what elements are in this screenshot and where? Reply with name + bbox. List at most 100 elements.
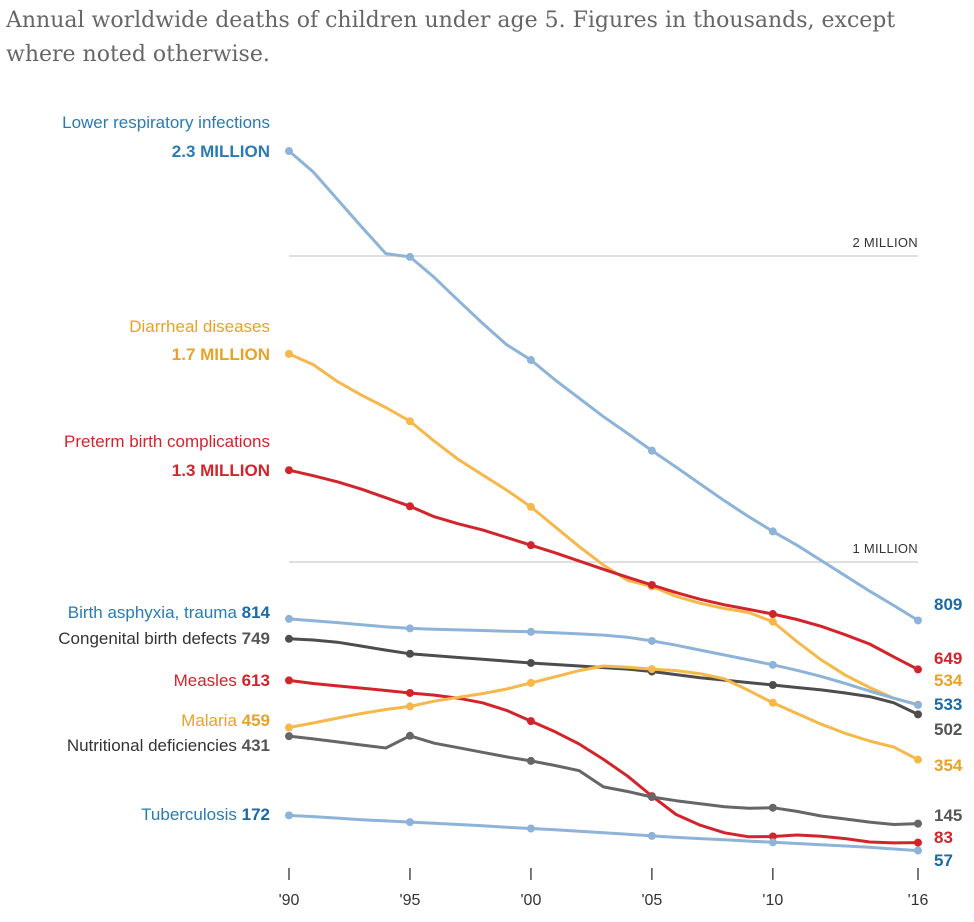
series-start-value-2: 1.3 MILLION [172,461,270,480]
series-5-point-1 [405,688,414,697]
x-tick-label-2: '00 [520,892,541,909]
series-3-point-2 [526,627,535,636]
series-start-label-4: Congenital birth defects 749 [58,629,270,648]
series-lines [285,147,922,855]
series-name-0: Lower respiratory infections [62,113,270,132]
series-line-5 [287,678,920,845]
series-4-point-4 [768,681,777,690]
series-labels: Lower respiratory infections 2.3 MILLION D… [58,113,963,870]
series-6-point-1 [405,702,414,711]
chart-title: Annual worldwide deaths of children unde… [6,8,896,67]
series-8-point-1 [405,818,414,827]
series-start-value-5: 613 [242,671,270,690]
series-1-point-0 [285,349,293,358]
series-line-0 [287,149,920,622]
series-6-point-0 [285,723,293,732]
series-7-point-0 [285,732,293,741]
series-8-point-0 [285,811,293,820]
series-3-point-5 [914,700,922,709]
series-name-3: Birth asphyxia, trauma [68,603,242,622]
x-tick-label-1: '95 [400,892,421,909]
series-5-point-0 [285,676,293,685]
series-name-4: Congenital birth defects [58,629,241,648]
x-tick-label-5: '16 [908,892,929,909]
series-end-label-0: 809 [934,595,962,614]
series-name-7: Nutritional deficiencies [67,736,242,755]
series-name-2: Preterm birth complications [64,432,270,451]
series-7-point-2 [526,756,535,765]
series-line-1 [287,352,920,707]
series-start-value-6: 459 [242,711,270,730]
series-6-point-2 [526,678,535,687]
series-start-value-4: 749 [242,629,270,648]
x-axis: '90 '95 '00 '05 '10 '16 [279,868,929,909]
series-start-value-0: 2.3 MILLION [172,142,270,161]
series-end-label-8: 57 [934,851,953,870]
series-8-point-2 [526,824,535,833]
series-5-point-2 [526,717,535,726]
series-0-point-4 [768,527,777,536]
series-start-label-6: Malaria 459 [181,711,270,730]
series-5-point-4 [768,832,777,841]
series-1-point-4 [768,617,777,626]
series-4-point-2 [526,658,535,667]
series-name-5: Measles [174,671,242,690]
series-4-point-5 [914,710,922,719]
series-7-point-5 [914,819,922,828]
series-4-point-1 [405,649,414,658]
series-2-point-5 [914,665,922,674]
x-tick-label-3: '05 [641,892,662,909]
series-0-point-1 [405,252,414,261]
series-end-label-7: 145 [934,806,962,825]
series-start-label-5: Measles 613 [174,671,270,690]
series-line-3 [287,617,920,707]
series-2-point-2 [526,541,535,550]
series-2-point-0 [285,466,293,475]
series-7-point-1 [405,731,414,740]
series-5-point-5 [914,838,922,847]
series-6-point-5 [914,755,922,764]
series-end-label-4: 502 [934,720,962,739]
reference-lines: 2 MILLION 1 MILLION [289,235,918,563]
series-end-label-2: 649 [934,649,962,668]
series-start-label-8: Tuberculosis 172 [141,805,270,824]
series-end-label-5: 83 [934,828,953,847]
series-2-point-1 [405,502,414,511]
series-3-point-0 [285,614,293,623]
series-line-8 [287,813,920,853]
reference-label-0: 2 MILLION [852,235,918,250]
series-3-point-4 [768,660,777,669]
x-tick-label-0: '90 [279,892,300,909]
series-6-point-4 [768,698,777,707]
series-name-1: Diarrheal diseases [129,317,270,336]
x-tick-label-4: '10 [762,892,783,909]
series-2-point-4 [768,610,777,619]
series-start-label-3: Birth asphyxia, trauma 814 [68,603,271,622]
series-1-point-2 [526,502,535,511]
series-1-point-1 [405,417,414,426]
series-0-point-3 [647,446,656,455]
series-4-point-0 [285,634,293,643]
series-7-point-4 [768,803,777,812]
series-8-point-4 [768,838,777,847]
series-8-point-5 [914,846,922,855]
reference-label-1: 1 MILLION [852,541,918,556]
series-8-point-3 [647,831,656,840]
series-name-8: Tuberculosis [141,805,241,824]
series-7-point-3 [647,793,656,802]
series-line-4 [287,637,920,716]
series-0-point-5 [914,616,922,625]
series-0-point-2 [526,356,535,365]
series-0-point-0 [285,147,293,156]
series-3-point-3 [647,636,656,645]
series-line-7 [287,734,920,826]
series-start-value-1: 1.7 MILLION [172,345,270,364]
series-2-point-3 [647,580,656,589]
series-start-label-7: Nutritional deficiencies 431 [67,736,270,755]
series-end-label-1: 534 [934,671,963,690]
series-3-point-1 [405,624,414,633]
series-start-value-7: 431 [242,736,270,755]
series-start-value-8: 172 [242,805,270,824]
series-line-6 [287,664,920,762]
